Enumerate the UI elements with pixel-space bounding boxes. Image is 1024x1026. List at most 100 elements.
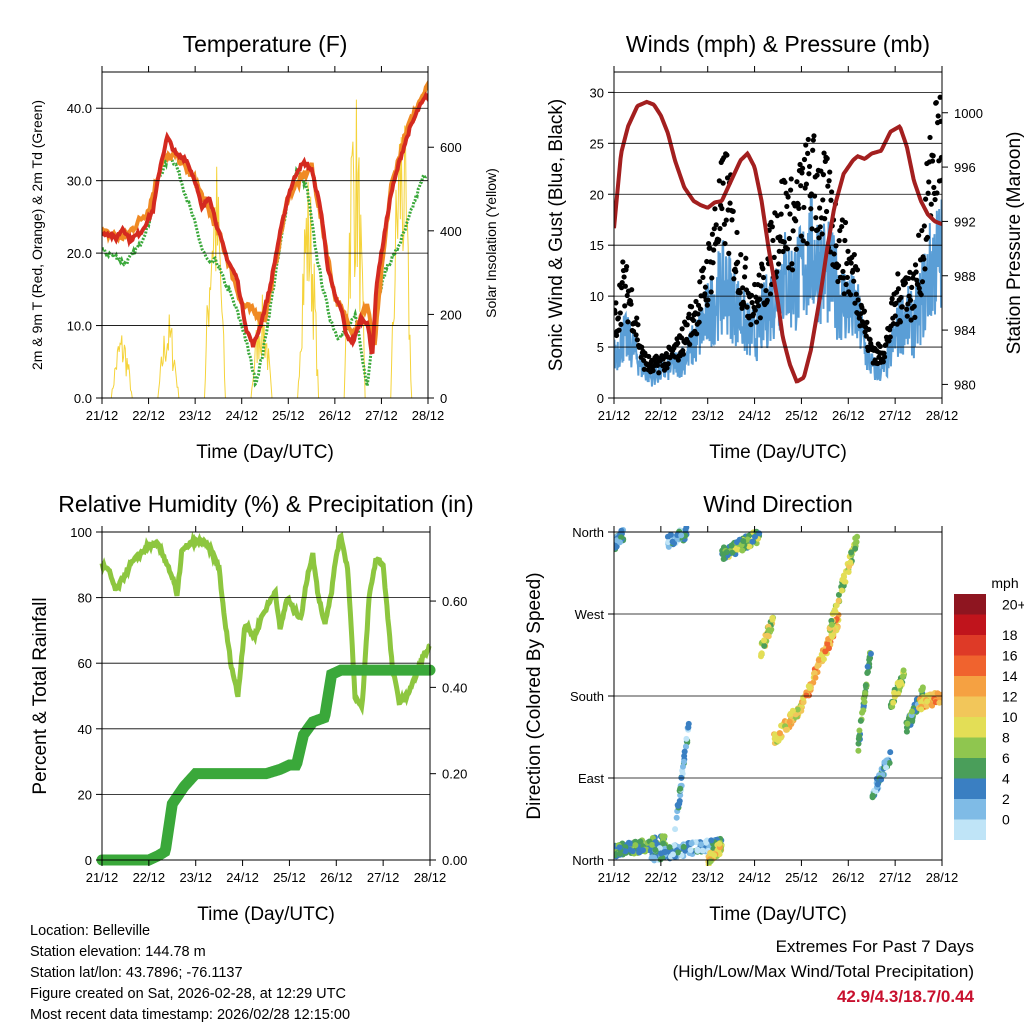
extremes-title: Extremes For Past 7 Days [775, 937, 974, 956]
direction-point [751, 533, 758, 540]
gust-point [854, 267, 861, 273]
gust-point [621, 274, 627, 280]
humidity-line [99, 532, 432, 716]
gust-point [796, 205, 802, 212]
gust-point [617, 310, 623, 316]
direction-point [908, 708, 915, 715]
humidity-xtick-label: 24/12 [226, 870, 259, 885]
gust-point [629, 287, 635, 293]
gust-point [619, 280, 625, 286]
colorbar-swatch [954, 717, 986, 738]
gust-point [800, 165, 806, 171]
direction-point [820, 656, 827, 663]
gust-point [803, 181, 809, 187]
direction-point [614, 543, 620, 550]
humidity-xtick-label: 26/12 [320, 870, 353, 885]
gust-point [929, 158, 936, 164]
gust-point [717, 225, 723, 232]
direction-point [835, 591, 842, 598]
direction-point [728, 542, 735, 549]
direction-point [852, 545, 859, 552]
colorbar-title: mph [991, 575, 1018, 591]
direction-point [656, 845, 663, 852]
gust-point [904, 306, 910, 312]
direction-point [652, 846, 659, 853]
gust-point [734, 229, 740, 236]
gust-point [800, 238, 806, 244]
gust-point [924, 234, 931, 240]
gust-point [928, 201, 934, 207]
gust-point [720, 180, 726, 186]
wind-direction-title: Wind Direction [703, 491, 853, 517]
wind-direction-ytick-label: West [575, 607, 605, 622]
gust-point [852, 300, 858, 306]
gust-point [770, 237, 776, 244]
direction-point [786, 718, 793, 725]
gust-point [809, 226, 815, 232]
direction-point [716, 840, 723, 847]
wind-direction-xtick-label: 23/12 [691, 870, 724, 885]
direction-point [616, 539, 623, 546]
direction-point [891, 689, 898, 696]
gust-point [616, 327, 622, 333]
solar-insolation-line [110, 99, 413, 398]
gust-point [727, 200, 733, 206]
gust-point [916, 232, 922, 238]
humidity-frame [101, 531, 431, 861]
direction-point [761, 642, 768, 649]
gust-point [763, 287, 769, 294]
gust-point [895, 286, 902, 292]
gust-point [851, 252, 857, 258]
wind-direction-frame [613, 531, 943, 861]
wind-direction-ytick-label: North [572, 853, 604, 868]
gust-point [843, 281, 849, 288]
colorbar-label: 14 [1002, 668, 1018, 684]
gust-point [678, 335, 685, 341]
temperature-xtick-label: 24/12 [225, 408, 258, 423]
wind-direction-xtick-label: 25/12 [785, 870, 818, 885]
humidity-plot [96, 532, 436, 866]
direction-point [669, 851, 676, 858]
wind-direction-ytick-label: North [572, 525, 604, 540]
gust-point [910, 275, 916, 281]
gust-point [933, 99, 939, 106]
gust-point [702, 291, 708, 297]
direction-point [800, 699, 807, 706]
gust-point [880, 359, 886, 365]
direction-point [919, 685, 926, 692]
gust-point [624, 263, 630, 270]
precipitation-line [96, 664, 436, 866]
gust-point [719, 205, 725, 212]
colorbar-swatch [954, 635, 986, 656]
gust-point [782, 179, 788, 185]
gust-point [811, 193, 818, 199]
direction-point [687, 846, 694, 853]
direction-point [765, 627, 772, 634]
gust-point [721, 221, 727, 227]
winds-ytick-right-label: 984 [954, 323, 976, 338]
gust-point [841, 291, 847, 297]
gust-point [729, 217, 735, 223]
gust-point [844, 274, 850, 281]
gust-point [704, 302, 710, 308]
direction-point [776, 730, 783, 737]
direction-point [772, 731, 779, 738]
winds-ytick-label: 25 [590, 136, 604, 151]
winds-xtick-label: 24/12 [738, 408, 771, 423]
direction-point [761, 637, 768, 644]
direction-point [746, 543, 753, 550]
gust-point [844, 260, 850, 267]
winds-ylabel-left: Sonic Wind & Gust (Blue, Black) [546, 99, 567, 371]
direction-point [815, 657, 822, 664]
temperature-plot [102, 79, 428, 398]
gust-point [740, 285, 746, 291]
gust-point [749, 300, 755, 306]
colorbar-label: 0 [1002, 812, 1010, 828]
direction-point [845, 569, 852, 576]
gust-point [787, 211, 793, 217]
gust-point [675, 340, 681, 346]
gust-point [646, 353, 652, 360]
direction-point [856, 733, 863, 740]
gust-point [795, 201, 801, 207]
gust-point [848, 260, 854, 266]
